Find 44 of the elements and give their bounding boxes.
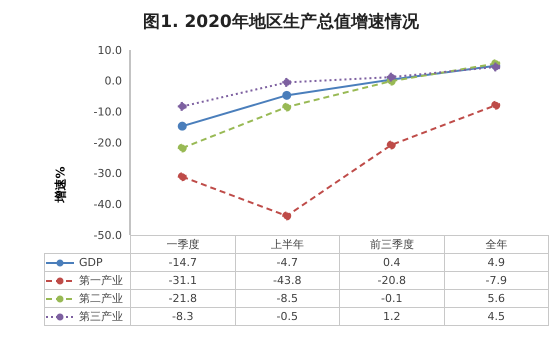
data-label: -43.8 [235,272,340,290]
y-tick-label: 10.0 [98,44,122,57]
data-label: -14.7 [130,254,235,272]
y-tick-label: -20.0 [94,136,122,150]
data-label: 0.4 [340,254,444,272]
x-tick-label: 一季度 [130,236,235,254]
legend-label: 第一产业 [44,272,130,290]
point [282,90,292,100]
data-label: -21.8 [130,290,235,308]
legend-label: GDP [44,254,130,272]
x-tick-label: 前三季度 [340,236,444,254]
data-label: -8.3 [130,308,235,326]
data-label: 4.5 [444,308,548,326]
point [386,140,396,150]
point [178,172,187,182]
point [282,211,292,220]
y-tick-label: -10.0 [94,106,122,119]
data-label: -20.8 [340,272,444,290]
y-axis-title: 增速% [53,166,68,204]
point [178,144,187,153]
chart-title: 图1. 2020年地区生产总值增速情况 [142,11,420,33]
data-label: 4.9 [444,254,548,272]
data-label: 1.2 [340,308,444,326]
y-tick-label: -40.0 [94,198,122,212]
point [491,100,500,110]
y-tick-label: -50.0 [94,228,122,242]
data-label: -4.7 [235,254,340,272]
x-tick-label: 全年 [444,236,548,254]
y-tick-label: 0.0 [104,74,122,88]
x-tick-label: 上半年 [235,236,340,254]
point [386,72,396,82]
data-label: 5.6 [444,290,548,308]
point [178,122,187,131]
data-label: -7.9 [444,272,548,290]
point [282,78,292,87]
point [178,102,187,111]
data-label: -0.5 [235,308,340,326]
data-label: -0.1 [340,290,444,308]
data-label: -8.5 [235,290,340,308]
y-tick-label: -30.0 [94,167,122,180]
legend-label: 第三产业 [44,308,130,326]
legend-label: 第二产业 [44,290,130,308]
data-label: -31.1 [130,272,235,290]
point [282,102,292,112]
